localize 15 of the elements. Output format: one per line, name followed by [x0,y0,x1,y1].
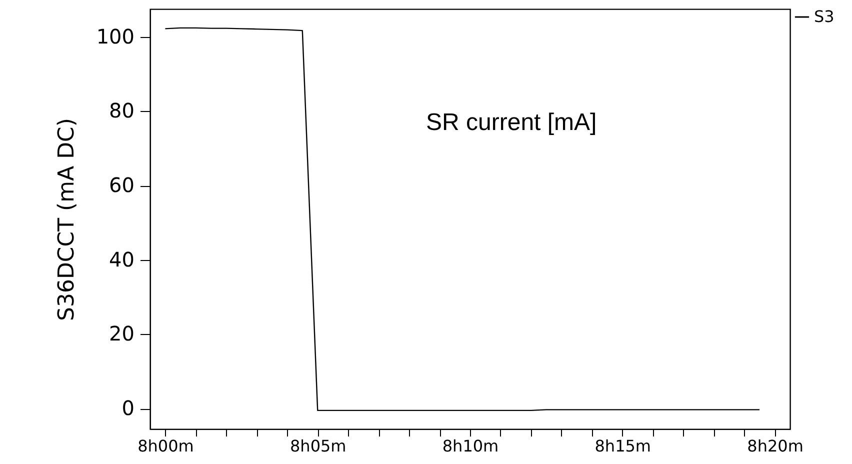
x-tick-label: 8h20m [747,436,804,456]
legend-label: S3 [814,7,834,26]
y-tick-label: 60 [109,173,134,198]
x-tick-label: 8h05m [290,436,346,456]
y-tick-label: 0 [122,396,134,420]
x-tick-label: 8h15m [594,436,652,456]
line-series [164,27,760,412]
y-axis-title: S36DCCT (mA DC) [54,118,80,321]
x-tick-label: 8h10m [442,436,499,456]
y-tick-label: 80 [109,98,134,123]
x-tick-label: 8h00m [138,436,194,456]
y-tick-label: 100 [96,24,134,48]
y-tick-label: 20 [109,322,134,346]
annotation: SR current [mA] [426,109,597,136]
y-tick-label: 40 [109,247,134,272]
